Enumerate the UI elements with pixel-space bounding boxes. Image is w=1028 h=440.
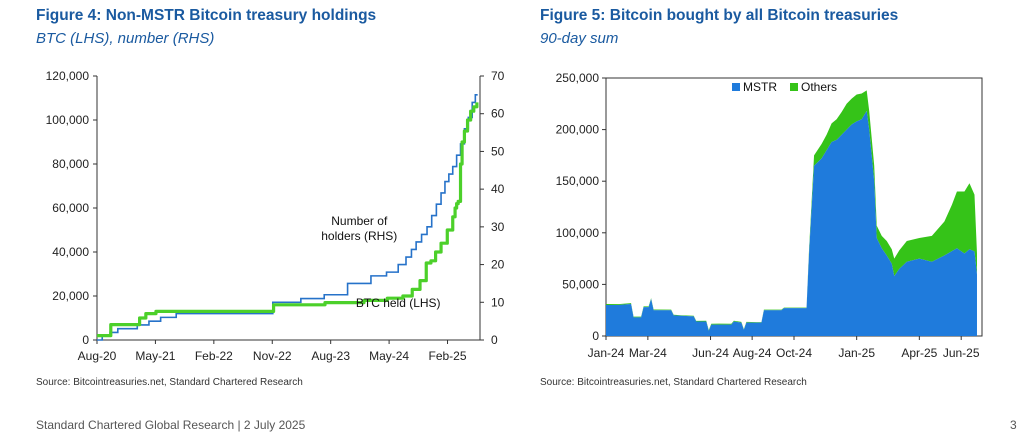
x-tick-label: Jan-24 [588,346,625,360]
series-number-of-holders-line [97,94,478,341]
y-tick-label: 0 [592,329,599,343]
figure4-chart: 0 20,000 40,000 60,000 80,000 100,000 120,000 0… [46,69,505,363]
chart-annotation: Number of [331,214,388,228]
y-left-tick-label: 100,000 [46,113,90,127]
x-tick-label: Jan-25 [838,346,875,360]
y-left-tick-label: 120,000 [46,69,90,83]
figure4-title: Figure 4: Non-MSTR Bitcoin treasury hold… [36,7,377,24]
y-left-tick-label: 60,000 [52,201,89,215]
x-tick-label: Aug-20 [78,349,117,363]
y-tick-label: 150,000 [556,174,600,188]
y-tick-label: 50,000 [562,277,599,291]
x-tick-label: Aug-24 [733,346,772,360]
y-right-tick-label: 0 [491,333,498,347]
y-right-tick-label: 20 [491,258,505,272]
x-tick-label: Apr-25 [901,346,937,360]
y-left-tick-label: 0 [82,333,89,347]
x-tick-label: Jun-25 [943,346,980,360]
page-number: 3 [1010,418,1017,432]
legend-swatch-others [790,83,798,91]
figure5-chart: 0 50,000 100,000 150,000 200,000 250,000 Jan-2… [556,71,983,360]
y-tick-label: 100,000 [556,226,600,240]
series-mstr-area [606,111,977,336]
y-right-tick-label: 40 [491,182,505,196]
x-tick-label: May-24 [369,349,409,363]
x-tick-label: Mar-24 [629,346,667,360]
chart-annotation: BTC held (LHS) [356,296,441,310]
figure4-subtitle: BTC (LHS), number (RHS) [36,30,215,47]
y-right-tick-label: 60 [491,107,505,121]
footer-text: Standard Chartered Global Research | 2 J… [36,418,306,432]
legend-swatch-mstr [732,83,740,91]
y-right-tick-label: 30 [491,220,505,234]
series-btc-held-line [97,102,479,338]
y-tick-label: 200,000 [556,123,600,137]
legend-label-others: Others [801,80,837,94]
figure5-title: Figure 5: Bitcoin bought by all Bitcoin … [540,7,899,24]
y-right-tick-label: 50 [491,144,505,158]
y-left-tick-label: 40,000 [52,245,89,259]
figure5-subtitle: 90-day sum [540,30,619,47]
y-left-tick-label: 80,000 [52,157,89,171]
x-tick-label: Jun-24 [692,346,729,360]
x-tick-label: May-21 [135,349,175,363]
y-left-tick-label: 20,000 [52,289,89,303]
y-right-tick-label: 70 [491,69,505,83]
chart-annotation: holders (RHS) [321,229,397,243]
y-right-tick-label: 10 [491,295,505,309]
figure5-source: Source: Bitcointreasuries.net, Standard … [540,377,807,388]
figure4-source: Source: Bitcointreasuries.net, Standard … [36,377,303,388]
x-tick-label: Feb-22 [195,349,233,363]
x-tick-label: Nov-22 [253,349,292,363]
legend-label-mstr: MSTR [743,80,777,94]
x-tick-label: Aug-23 [311,349,350,363]
y-tick-label: 250,000 [556,71,600,85]
x-tick-label: Feb-25 [429,349,467,363]
x-tick-label: Oct-24 [776,346,812,360]
